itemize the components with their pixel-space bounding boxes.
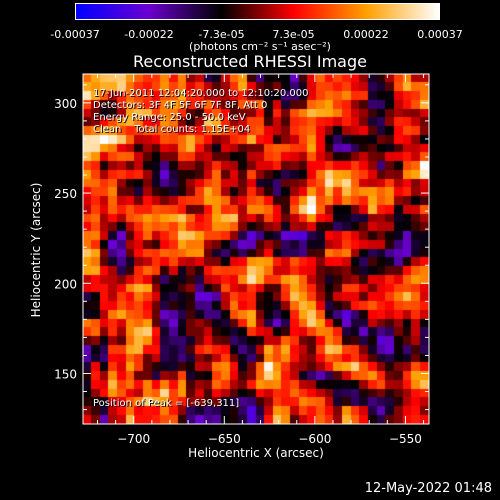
y-tick-label: 200 xyxy=(54,277,77,291)
x-tick-label: −650 xyxy=(208,432,241,446)
colorbar-tick-label: 0.00022 xyxy=(343,28,389,41)
y-tick-label: 300 xyxy=(54,97,77,111)
colorbar-tick-label: -0.00037 xyxy=(50,28,100,41)
x-tick-label: −550 xyxy=(389,432,422,446)
detectors-annotation: Detectors: 3F 4F 5F 6F 7F 8F, Att 0 xyxy=(93,100,268,111)
y-tick-label: 250 xyxy=(54,187,77,201)
colorbar-tick-label: 0.00037 xyxy=(417,28,463,41)
footer-timestamp: 12-May-2022 01:48 xyxy=(364,481,492,496)
colorbar-tick-label: -0.00022 xyxy=(124,28,174,41)
peak-position-annotation: Position of Peak = [-639,311] xyxy=(93,398,240,409)
chart-title: Reconstructed RHESSI Image xyxy=(133,52,367,71)
x-tick-label: −600 xyxy=(298,432,331,446)
colorbar-units-label: (photons cm⁻² s⁻¹ asec⁻²) xyxy=(189,40,331,53)
colorbar-tick-label: 7.3e-05 xyxy=(272,28,315,41)
time-range-annotation: 17-Jun-2011 12:04:20.000 to 12:10:20.000 xyxy=(93,88,309,99)
colorbar xyxy=(75,3,440,20)
x-tick-label: −700 xyxy=(117,432,150,446)
y-axis-label: Heliocentric Y (arcsec) xyxy=(29,182,43,318)
y-tick-label: 150 xyxy=(54,367,77,381)
x-axis-label: Heliocentric X (arcsec) xyxy=(188,446,324,460)
energy-range-annotation: Energy Range: 25.0 - 50.0 keV xyxy=(93,112,246,123)
colorbar-tick-label: -7.3e-05 xyxy=(198,28,245,41)
clean-counts-annotation: Clean Total counts: 1.15E+04 xyxy=(93,124,251,135)
